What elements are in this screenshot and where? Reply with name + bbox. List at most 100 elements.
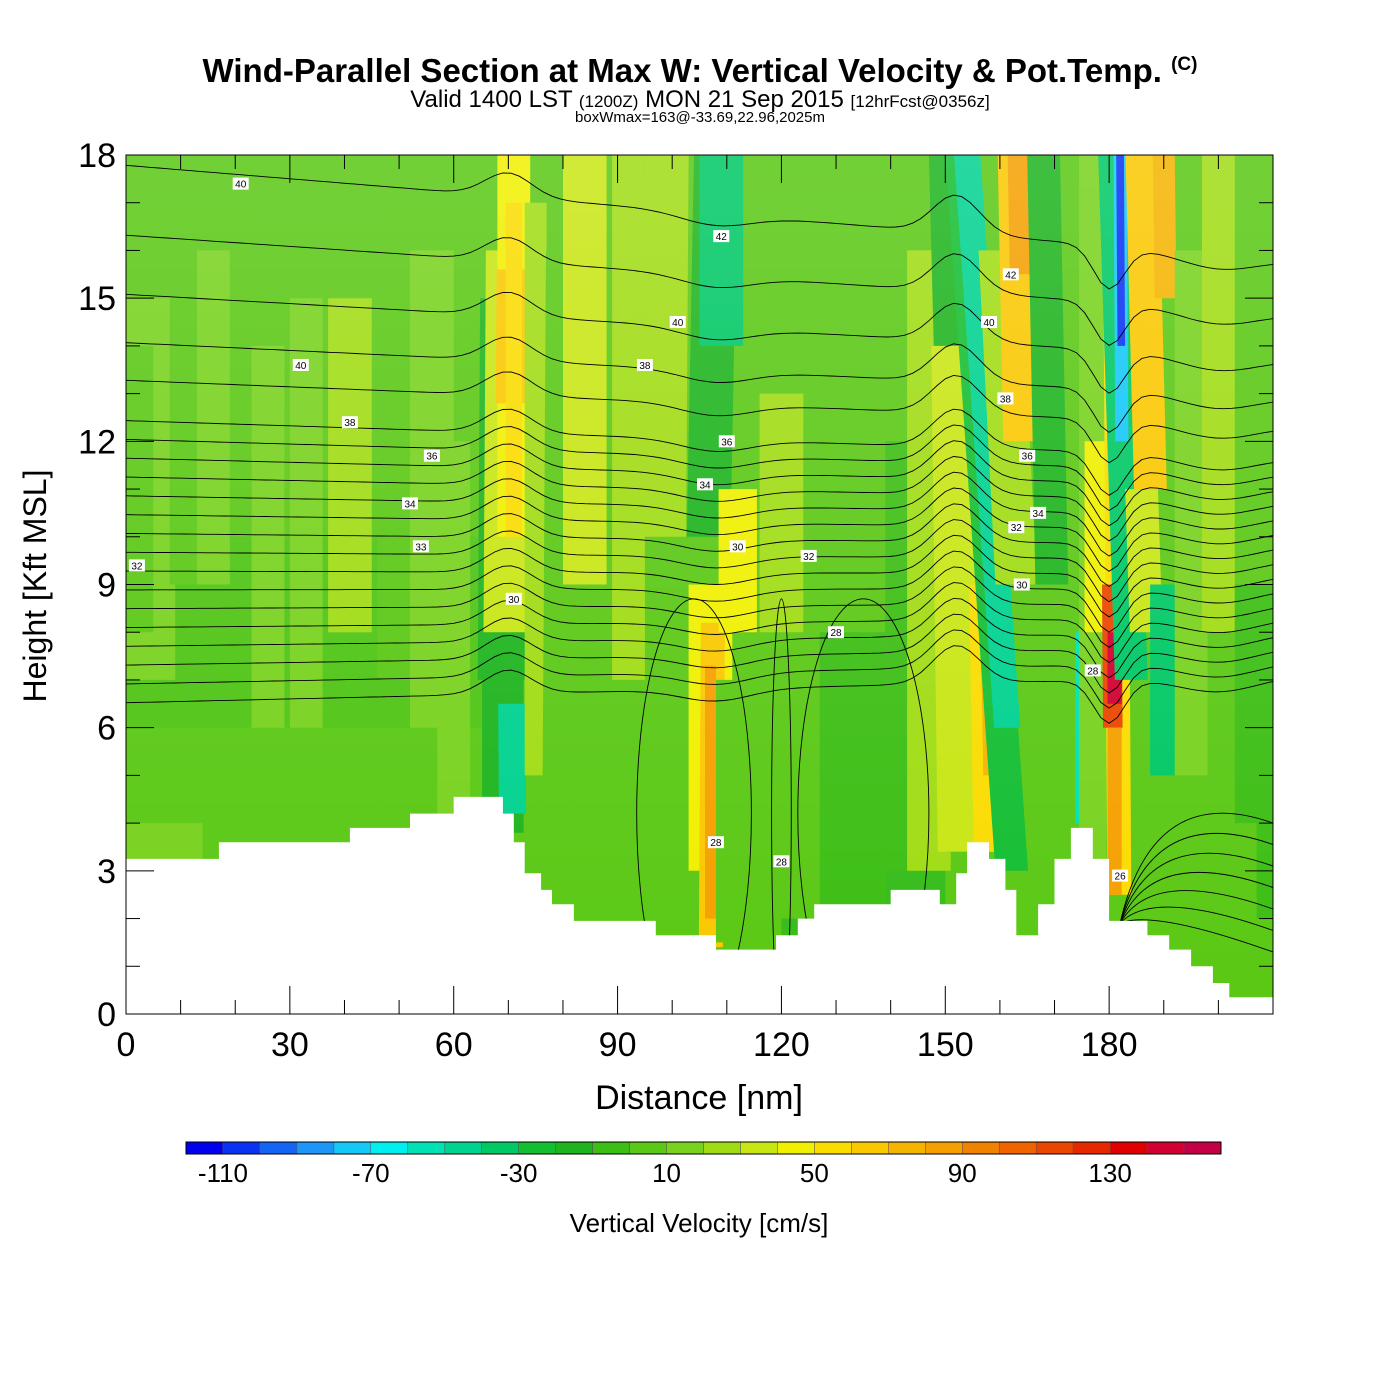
colorbar-swatch [407,1141,446,1155]
chart-box-info: boxWmax=163@-33.69,22.96,2025m [575,109,825,126]
isentrope-label: 40 [232,177,249,191]
colorbar-swatch [740,1141,778,1155]
isentrope-label: 36 [1019,449,1036,463]
isentrope-label: 28 [707,836,724,849]
isentrope-label: 30 [1013,578,1030,592]
isentrope-line [1119,812,1273,924]
isentrope-label-bg [232,177,249,190]
isentrope-line [126,566,1273,648]
colorbar-swatch [259,1141,298,1155]
y-tick-label: 18 [78,137,116,175]
isentrope-line [126,629,1273,709]
isentrope-label-text: 33 [415,542,427,553]
isentrope-label: 28 [773,855,790,868]
isentrope-label: 40 [981,316,997,329]
y-axis-label: Height [Kft MSL] [17,470,53,703]
colorbar-tick-label: 130 [1088,1158,1131,1188]
x-tick-label: 180 [1081,1026,1138,1064]
isentrope-label: 34 [697,478,713,491]
isentrope-label-bg [697,478,713,491]
isentrope-line [126,519,1273,603]
isentrope-label-bg [341,416,358,429]
isentrope-label-bg [800,549,817,562]
isentrope-label-text: 42 [716,232,728,243]
colorbar-tick-label: 10 [652,1158,681,1188]
isentrope-line [126,408,1273,496]
isentrope-label: 36 [423,449,440,463]
isentrope-label-text: 30 [732,542,744,553]
isentrope-label-text: 28 [710,838,722,849]
isentrope-line [126,645,1273,724]
x-tick-label: 90 [599,1026,637,1064]
isentrope-label: 30 [505,592,522,606]
isentrope-label-bg [773,855,790,868]
isentrope-label-text: 38 [1000,394,1012,405]
isentrope-line [126,487,1273,572]
colorbar-swatch [296,1141,335,1155]
isentrope-label-text: 32 [803,552,815,563]
isentrope-label: 34 [402,497,418,510]
isentrope-label: 26 [1112,869,1129,883]
x-tick-label: 120 [753,1026,810,1064]
colorbar-swatch [222,1141,261,1155]
isentrope-line [126,582,1273,664]
isentrope-label-text: 36 [721,437,733,448]
colorbar-swatch [703,1141,741,1155]
colorbar-swatch [1109,1141,1148,1155]
isentrope-label-bg [981,316,997,328]
isentrope-label-bg [1008,521,1025,534]
isentrope-label: 32 [128,559,145,572]
colorbar-swatch [629,1141,667,1155]
isentrope-label-bg [1002,268,1019,281]
isentrope-label: 28 [1084,664,1101,677]
colorbar-swatch [777,1141,815,1155]
terrain-mask [126,796,1273,1014]
isentrope-label-bg [1030,506,1047,519]
isentrope-label-bg [292,359,309,371]
isentrope-label-text: 30 [1016,581,1028,592]
colorbar-swatch [814,1141,852,1155]
colorbar-swatch [998,1141,1037,1155]
isentrope-label-text: 32 [131,561,143,572]
isentrope-label-bg [1112,869,1129,882]
isentrope-label-text: 30 [508,595,520,606]
colorbar-tick-label: 50 [800,1158,829,1188]
isentrope-line [126,613,1273,694]
colorbar-swatch [555,1141,593,1155]
isentrope-label: 42 [713,230,730,243]
isentrope-label: 34 [1030,506,1047,520]
isentrope-label-bg [729,540,746,553]
colorbar-swatch [481,1141,519,1155]
isentrope-line [1119,919,1273,953]
isentrope-label-bg [707,836,724,849]
x-tick-label: 30 [271,1026,309,1064]
isentrope-label-bg [1013,578,1030,591]
y-tick-label: 9 [97,567,116,605]
colorbar-swatch [444,1141,483,1155]
isentrope-line [126,234,1273,346]
colorbar-tick-label: -110 [198,1158,248,1188]
isentrope-label-bg [505,592,522,605]
colorbar-swatch [370,1141,409,1155]
colorbar-swatch [1072,1141,1111,1155]
isentrope-line [1119,890,1273,924]
isentrope-label-text: 28 [776,857,788,868]
isentrope-label-bg [423,449,440,462]
isentrope-line [771,598,792,1014]
colorbar-swatch [666,1141,704,1155]
isentrope-label: 38 [636,359,653,372]
isentrope-line [1119,832,1273,924]
colorbar-frame [185,1141,1222,1155]
colorbar-swatch [1183,1141,1222,1155]
isentrope-label: 32 [800,549,817,563]
x-axis-label: Distance [nm] [595,1079,803,1117]
isentrope-line [126,534,1273,618]
isentrope-label-bg [997,392,1014,405]
x-tick-label: 150 [917,1026,974,1064]
isentrope-line [636,598,752,1014]
isentrope-label: 42 [1002,268,1019,281]
isentrope-label-text: 40 [295,361,307,372]
isentrope-label-bg [713,230,730,243]
isentrope-label-text: 26 [1115,872,1127,883]
isentrope-line [126,336,1273,433]
